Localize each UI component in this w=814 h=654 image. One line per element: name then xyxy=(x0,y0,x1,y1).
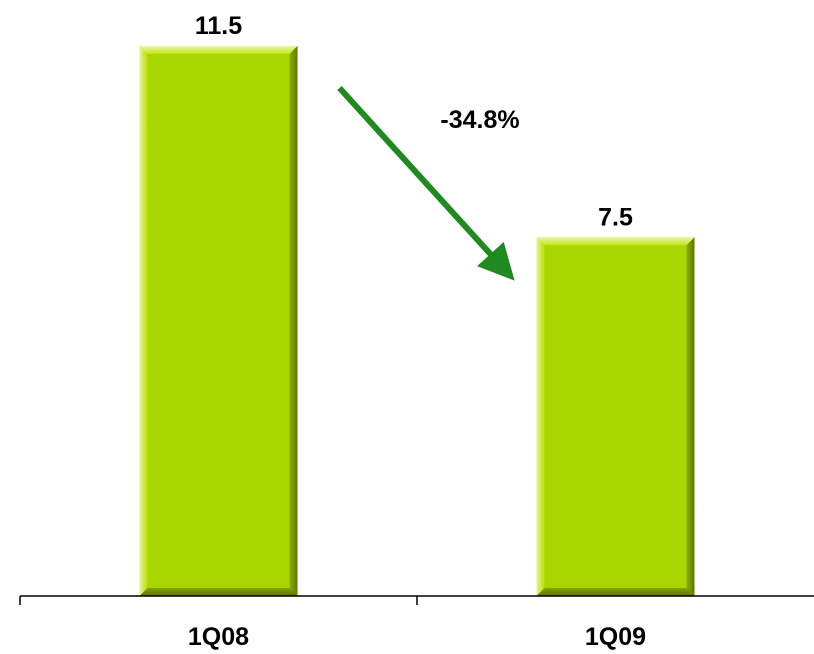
bar-1Q08 xyxy=(139,46,298,596)
decline-arrow xyxy=(337,85,515,281)
tick-label-1Q09: 1Q09 xyxy=(585,623,646,651)
bar-bevel-left xyxy=(139,46,148,596)
bar-1Q09 xyxy=(536,237,695,596)
bar-bevel-left xyxy=(536,237,545,596)
bar-face xyxy=(139,46,298,596)
bar-bevel-right xyxy=(686,237,695,596)
bars-group xyxy=(139,46,695,596)
x-axis-tick-labels: 1Q08 1Q09 xyxy=(188,623,646,651)
tick-label-1Q08: 1Q08 xyxy=(188,623,249,651)
data-label-1Q09: 7.5 xyxy=(598,203,633,231)
data-labels-group: 11.5 7.5 xyxy=(195,12,633,231)
bar-bevel-bottom xyxy=(536,588,695,596)
data-label-1Q08: 11.5 xyxy=(195,12,242,40)
x-axis-ticks xyxy=(19,596,418,605)
bar-face xyxy=(536,237,695,596)
bar-bevel-top xyxy=(139,46,298,54)
bar-bevel-right xyxy=(289,46,298,596)
bar-bevel-bottom xyxy=(139,588,298,596)
percent-change-label: -34.8% xyxy=(440,106,519,134)
bar-bevel-top xyxy=(536,237,695,246)
